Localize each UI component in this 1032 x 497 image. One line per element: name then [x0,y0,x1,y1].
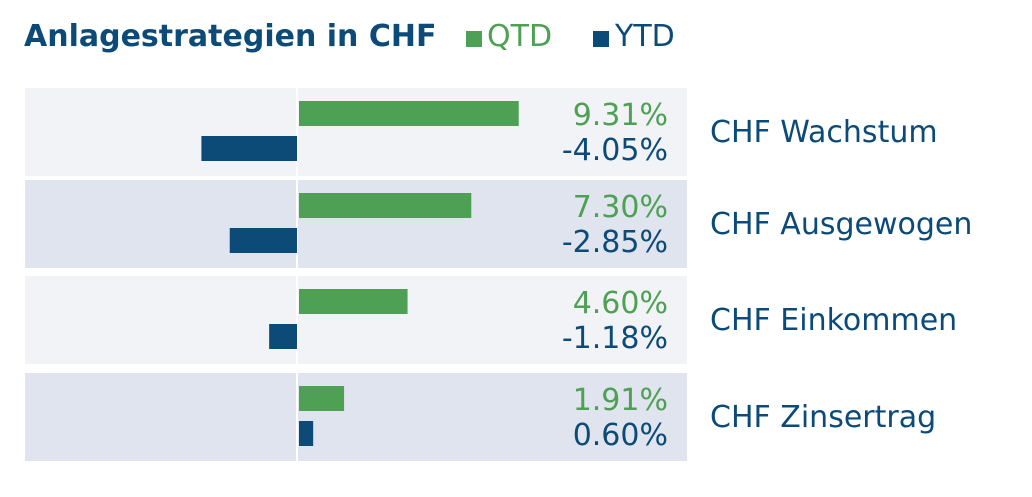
category-labels: CHF Wachstum CHF Ausgewogen CHF Einkommen C… [710,115,972,435]
legend-swatch-qtd [466,31,482,47]
legend-swatch-ytd [593,31,609,47]
value-label-ytd-chf-wachstum: -4.05% [562,133,668,168]
category-label-chf-ausgewogen: CHF Ausgewogen [710,207,972,242]
category-label-chf-wachstum: CHF Wachstum [710,115,938,150]
legend-label-qtd: QTD [487,19,552,54]
chart-title: Anlagestrategien in CHF [24,19,436,54]
value-label-qtd-chf-zinsertrag: 1.91% [573,383,668,418]
legend: QTD YTD [466,19,675,54]
category-label-chf-zinsertrag: CHF Zinsertrag [710,400,936,435]
bars [201,101,519,446]
bar-qtd-chf-ausgewogen [299,193,472,218]
bar-ytd-chf-zinsertrag [299,421,314,446]
bar-qtd-chf-zinsertrag [299,386,345,411]
bar-qtd-chf-wachstum [299,101,519,126]
bar-ytd-chf-wachstum [201,136,297,161]
value-label-ytd-chf-zinsertrag: 0.60% [573,418,668,453]
value-labels: 9.31%-4.05% 7.30%-2.85% 4.60%-1.18% 1.91%0.… [562,98,668,453]
bar-ytd-chf-ausgewogen [229,228,297,253]
value-label-ytd-chf-einkommen: -1.18% [562,321,668,356]
legend-label-ytd: YTD [614,19,675,54]
value-label-qtd-chf-ausgewogen: 7.30% [573,190,668,225]
value-label-ytd-chf-ausgewogen: -2.85% [562,225,668,260]
category-label-chf-einkommen: CHF Einkommen [710,303,957,338]
value-label-qtd-chf-einkommen: 4.60% [573,286,668,321]
row-background-chf-zinsertrag [25,373,687,461]
bar-ytd-chf-einkommen [269,324,297,349]
bar-qtd-chf-einkommen [299,289,408,314]
value-label-qtd-chf-wachstum: 9.31% [573,98,668,133]
